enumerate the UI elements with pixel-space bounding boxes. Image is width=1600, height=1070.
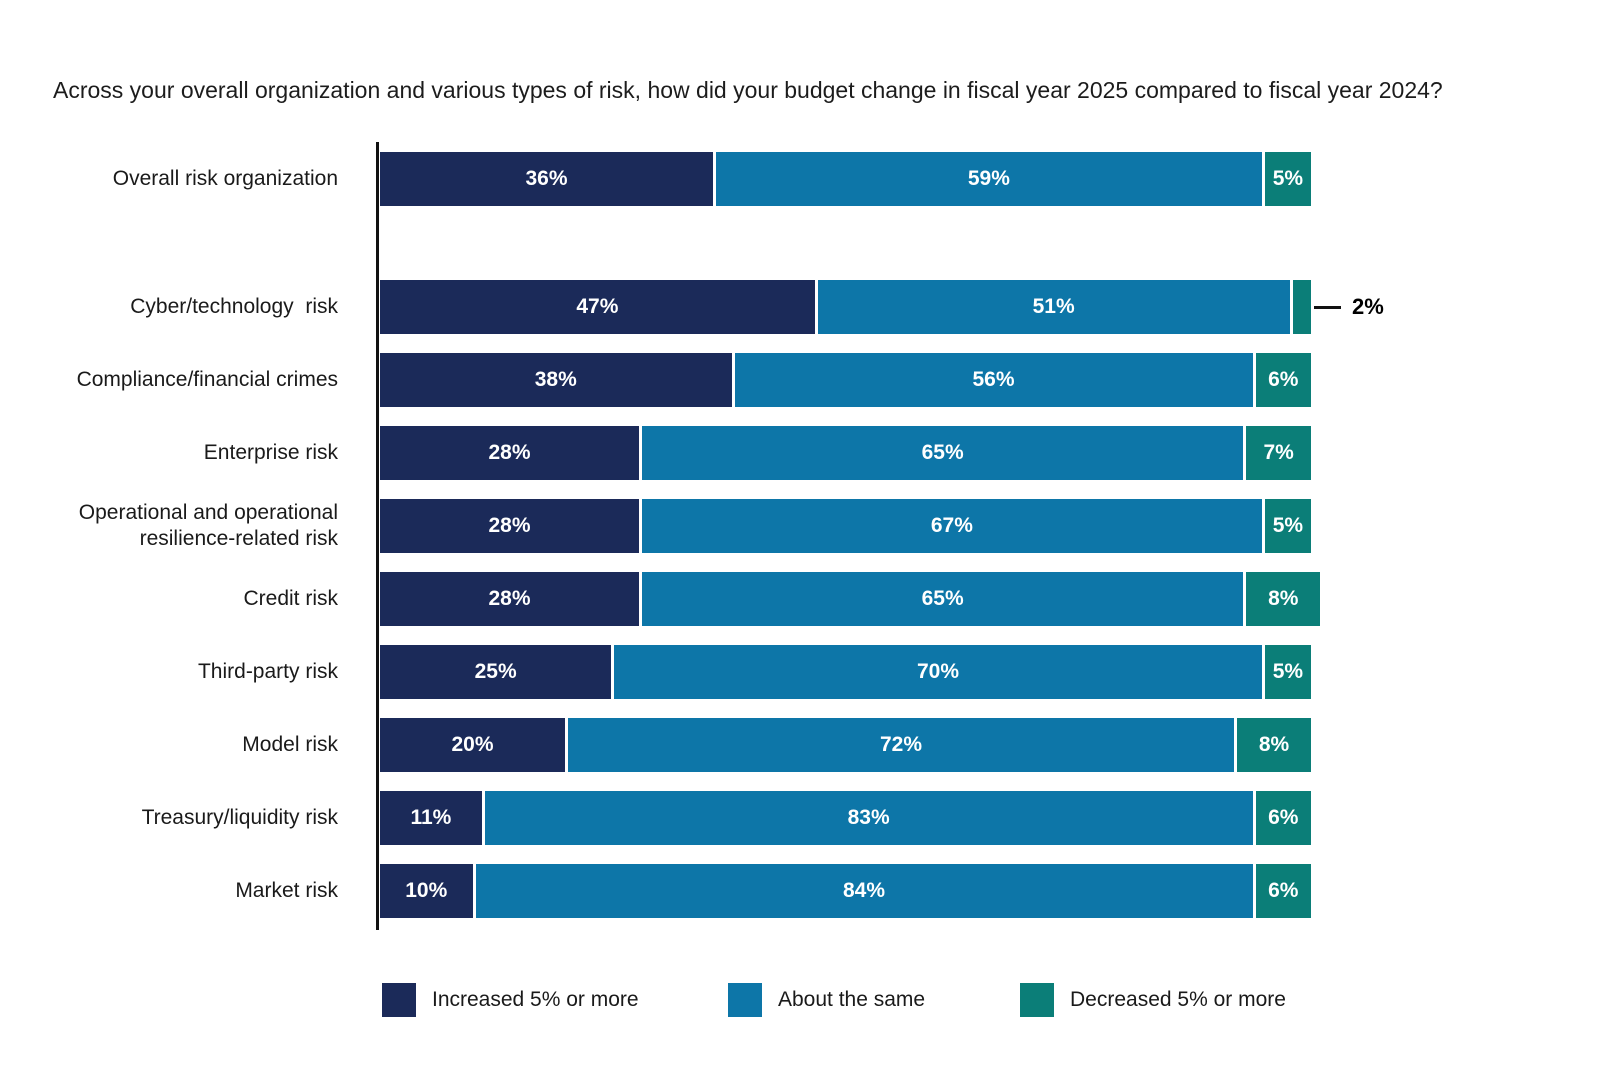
legend-item: Increased 5% or more bbox=[382, 982, 639, 1018]
bar-segment: 8% bbox=[1246, 572, 1321, 626]
category-label: Market risk bbox=[235, 878, 338, 902]
legend-label: Decreased 5% or more bbox=[1070, 988, 1286, 1011]
callout-line bbox=[1314, 305, 1341, 309]
stacked-bar: 36% 59% 5% bbox=[380, 152, 1311, 206]
stacked-bar: 25% 70% 5% bbox=[380, 645, 1311, 699]
stacked-bar: 28% 67% 5% bbox=[380, 499, 1311, 553]
bar-segment: 70% bbox=[614, 645, 1262, 699]
legend-label: Increased 5% or more bbox=[432, 988, 639, 1011]
category-label: Overall risk organization bbox=[112, 166, 338, 190]
category-label: Operational and operational resilience-r… bbox=[78, 500, 344, 550]
bar-segment: 6% bbox=[1255, 791, 1311, 845]
bar-segment: 5% bbox=[1264, 645, 1311, 699]
bar-segment: 36% bbox=[380, 152, 713, 206]
y-axis-line bbox=[376, 142, 379, 930]
bar-segment: 47% bbox=[380, 280, 815, 334]
bar-segment: 28% bbox=[380, 426, 639, 480]
bar-segment: 83% bbox=[484, 791, 1253, 845]
legend-label: About the same bbox=[778, 988, 926, 1011]
bar-segment: 51% bbox=[817, 280, 1290, 334]
bar-segment: 72% bbox=[568, 718, 1234, 772]
stacked-bar: 11% 83% 6% bbox=[380, 791, 1311, 845]
legend-item: Decreased 5% or more bbox=[1020, 982, 1286, 1018]
chart-row: Cyber/technology risk 47% 51% 2% bbox=[0, 280, 1600, 334]
stacked-bar: 28% 65% 7% bbox=[380, 426, 1311, 480]
bar-segment: 59% bbox=[716, 152, 1262, 206]
bar-segment: 5% bbox=[1264, 499, 1311, 553]
chart-row: Operational and operational resilience-r… bbox=[0, 499, 1600, 553]
bar-segment: 20% bbox=[380, 718, 565, 772]
bar-segment: 5% bbox=[1264, 152, 1311, 206]
bar-segment: 56% bbox=[734, 353, 1253, 407]
legend-swatch bbox=[728, 983, 762, 1017]
stacked-bar: 10% 84% 6% bbox=[380, 864, 1311, 918]
bar-segment: 38% bbox=[380, 353, 732, 407]
chart-row: Model risk 20% 72% 8% bbox=[0, 718, 1600, 772]
chart-row: Treasury/liquidity risk 11% 83% 6% bbox=[0, 791, 1600, 845]
bar-segment: 10% bbox=[380, 864, 473, 918]
chart-row: Credit risk 28% 65% 8% bbox=[0, 572, 1600, 626]
legend-swatch bbox=[382, 983, 416, 1017]
bar-segment: 84% bbox=[475, 864, 1253, 918]
chart-row: Enterprise risk 28% 65% 7% bbox=[0, 426, 1600, 480]
bar-segment: 11% bbox=[380, 791, 482, 845]
chart-row: Market risk 10% 84% 6% bbox=[0, 864, 1600, 918]
category-label: Model risk bbox=[242, 732, 338, 756]
legend-item: About the same bbox=[728, 982, 925, 1018]
category-label: Credit risk bbox=[243, 586, 338, 610]
chart-row: Compliance/financial crimes 38% 56% 6% bbox=[0, 353, 1600, 407]
chart-question-title: Across your overall organization and var… bbox=[53, 77, 1443, 103]
stacked-bar: 38% 56% 6% bbox=[380, 353, 1311, 407]
bar-segment bbox=[1292, 280, 1311, 334]
bar-segment: 6% bbox=[1255, 353, 1311, 407]
category-label: Enterprise risk bbox=[203, 440, 338, 464]
stacked-bar: 47% 51% 2% bbox=[380, 280, 1384, 334]
bar-segment: 65% bbox=[642, 426, 1244, 480]
bar-segment: 8% bbox=[1237, 718, 1311, 772]
bar-segment: 28% bbox=[380, 572, 639, 626]
category-label: Cyber/technology risk bbox=[130, 294, 338, 318]
stacked-bar: 20% 72% 8% bbox=[380, 718, 1311, 772]
bar-segment: 28% bbox=[380, 499, 639, 553]
bar-segment: 6% bbox=[1255, 864, 1311, 918]
stacked-bar: 28% 65% 8% bbox=[380, 572, 1321, 626]
chart-row: Third-party risk 25% 70% 5% bbox=[0, 645, 1600, 699]
chart-legend: Increased 5% or more About the same Decrea… bbox=[0, 982, 1600, 1018]
callout-value-label: 2% bbox=[1352, 294, 1384, 319]
bar-segment: 67% bbox=[642, 499, 1262, 553]
category-label: Treasury/liquidity risk bbox=[141, 805, 338, 829]
bar-segment: 25% bbox=[380, 645, 612, 699]
category-label: Compliance/financial crimes bbox=[76, 367, 338, 391]
chart-row: Overall risk organization 36% 59% 5% bbox=[0, 152, 1600, 206]
category-label: Third-party risk bbox=[197, 659, 338, 683]
bar-segment: 65% bbox=[642, 572, 1244, 626]
legend-swatch bbox=[1020, 983, 1054, 1017]
bar-segment: 7% bbox=[1246, 426, 1311, 480]
